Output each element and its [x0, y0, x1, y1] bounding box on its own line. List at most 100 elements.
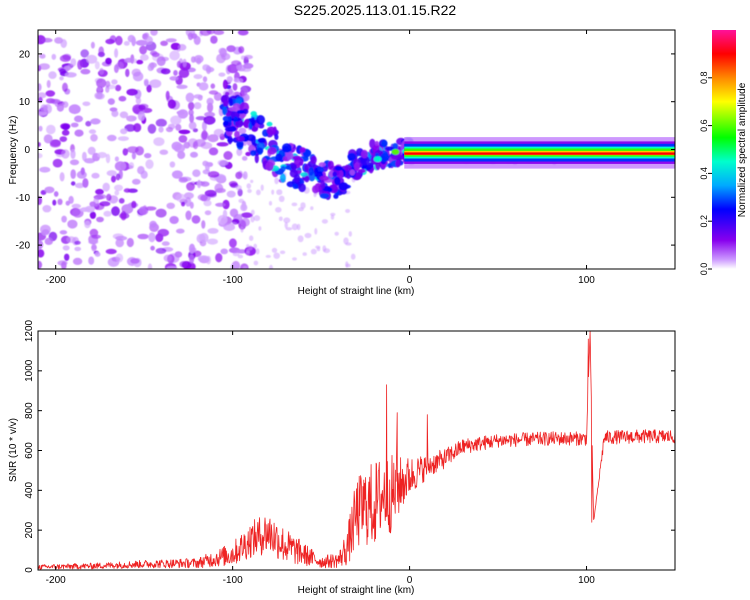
spectrogram-blob-256: [191, 215, 201, 224]
spectrogram-blob-514: [144, 153, 152, 159]
spectrogram-blob-390: [144, 206, 157, 211]
spectrogram-blob-428: [96, 216, 104, 223]
spectrogram-blob-158: [238, 127, 247, 134]
spectrogram-blob-223: [90, 134, 98, 142]
spectrogram-blob-829: [227, 137, 234, 143]
spectrogram-blob-523: [345, 209, 351, 213]
spectrogram-blob-392: [151, 52, 160, 58]
spectrogram-blob-478: [175, 193, 186, 202]
spectrogram-blob-963: [391, 148, 400, 155]
bot-xtick-label-0: -200: [46, 575, 66, 586]
spectrogram-blob-164: [150, 245, 155, 251]
top-xtick-label-2: 0: [407, 275, 413, 286]
spectrogram-blob-345: [240, 203, 248, 212]
spectrogram-blob-365: [127, 34, 135, 43]
spectrogram-blob-436: [98, 46, 104, 56]
spectrogram-blob-411: [88, 129, 97, 134]
spectrogram-blob-141: [119, 111, 129, 119]
spectrogram-blob-247: [38, 92, 47, 99]
spectrogram-blob-24: [82, 151, 87, 162]
spectrogram-blob-802: [318, 162, 326, 167]
spectrogram-blob-326: [70, 181, 76, 186]
spectrogram-blob-473: [157, 228, 169, 237]
spectrogram-blob-251: [105, 248, 117, 255]
spectrogram-blob-238: [147, 263, 153, 269]
spectrogram-blob-447: [40, 224, 51, 235]
spectrogram-blob-169: [153, 137, 165, 147]
spectrogram-blob-430: [56, 103, 64, 112]
spectrogram-blob-20: [111, 175, 116, 183]
spectrogram-blob-412: [178, 68, 190, 78]
top-ytick-label-4: 20: [19, 49, 31, 60]
spectrogram-blob-952: [360, 149, 368, 159]
snr-series-line: [38, 331, 675, 570]
spectrogram-blob-567: [240, 226, 244, 233]
spectrogram-blob-79: [39, 53, 46, 59]
spectrogram-blob-594: [283, 217, 291, 224]
spectrogram-blob-416: [146, 84, 152, 93]
spectrogram-blob-504: [117, 136, 129, 142]
spectrogram-blob-253: [74, 246, 82, 252]
spectrogram-blob-255: [94, 194, 107, 200]
spectrogram-blob-333: [41, 37, 53, 43]
spectrogram-blob-347: [85, 120, 92, 127]
spectrogram-blob-294: [150, 30, 158, 36]
spectrogram-blob-435: [215, 253, 223, 263]
spectrogram-blob-541: [291, 223, 299, 231]
spectrogram-blob-433: [79, 207, 91, 212]
spectrogram-blob-477: [188, 101, 195, 111]
spectrogram-blob-145: [114, 48, 119, 58]
spectrogram-blob-471: [208, 147, 219, 156]
spectrogram-blob-212: [90, 118, 101, 125]
spectrogram-blob-242: [87, 146, 96, 155]
spectrogram-blob-903: [293, 157, 304, 166]
spectrogram-blob-401: [192, 169, 201, 177]
spectrogram-blob-229: [131, 68, 141, 77]
spectrogram-blob-204: [52, 158, 63, 168]
spectrogram-blob-459: [171, 170, 183, 179]
spectrogram-blob-434: [46, 80, 51, 88]
spectrogram-blob-821: [228, 98, 234, 107]
spectrogram-blob-176: [201, 220, 206, 229]
spectrogram-blob-15: [84, 158, 95, 164]
spectrogram-blob-483: [74, 129, 84, 137]
spectrogram-blob-278: [40, 104, 48, 112]
bot-xtick-label-1: -100: [223, 575, 243, 586]
spectrogram-blob-517: [193, 55, 204, 64]
spectrogram-blob-252: [94, 92, 103, 100]
spectrogram-blob-102: [118, 95, 127, 102]
spectrogram-blob-589: [345, 242, 352, 246]
spectrogram-blob-207: [206, 97, 214, 106]
spectrogram-blob-592: [232, 252, 240, 257]
spectrogram-blob-569: [271, 247, 278, 253]
spectrogram-blob-301: [193, 94, 203, 99]
bot-xtick-label-2: 0: [407, 575, 413, 586]
spectrogram-blob-555: [235, 185, 242, 191]
spectrogram-blob-89: [137, 233, 149, 240]
spectrogram-blob-953: [349, 169, 356, 176]
spectrogram-blob-354: [223, 223, 236, 231]
spectrogram-blob-534: [253, 260, 259, 266]
spectrogram-blob-893: [381, 139, 388, 148]
spectrogram-blob-544: [279, 250, 286, 255]
spectrogram-blob-161: [207, 102, 214, 113]
spectrogram-blob-836: [344, 164, 352, 172]
spectrogram-blob-528: [297, 235, 304, 243]
spectrogram-blob-513: [206, 30, 215, 35]
top-ytick-label-3: 10: [19, 97, 31, 108]
spectrogram-blob-558: [330, 214, 335, 220]
spectrogram-blob-926: [225, 112, 232, 117]
spectrogram-blob-37: [210, 83, 216, 89]
spectrogram-blob-129: [228, 88, 233, 95]
spectrogram-blob-479: [229, 238, 237, 248]
top-xtick-label-0: -200: [46, 275, 66, 286]
spectrogram-blob-845: [290, 163, 297, 170]
spectrogram-blob-254: [38, 125, 43, 132]
spectrogram-blob-563: [291, 202, 298, 207]
spectrogram-blob-310: [160, 68, 171, 75]
spectrogram-blob-356: [62, 245, 70, 251]
spectrogram-blob-576: [237, 254, 244, 259]
spectrogram-blob-611: [245, 151, 251, 157]
spectrogram-blob-591: [230, 222, 238, 226]
